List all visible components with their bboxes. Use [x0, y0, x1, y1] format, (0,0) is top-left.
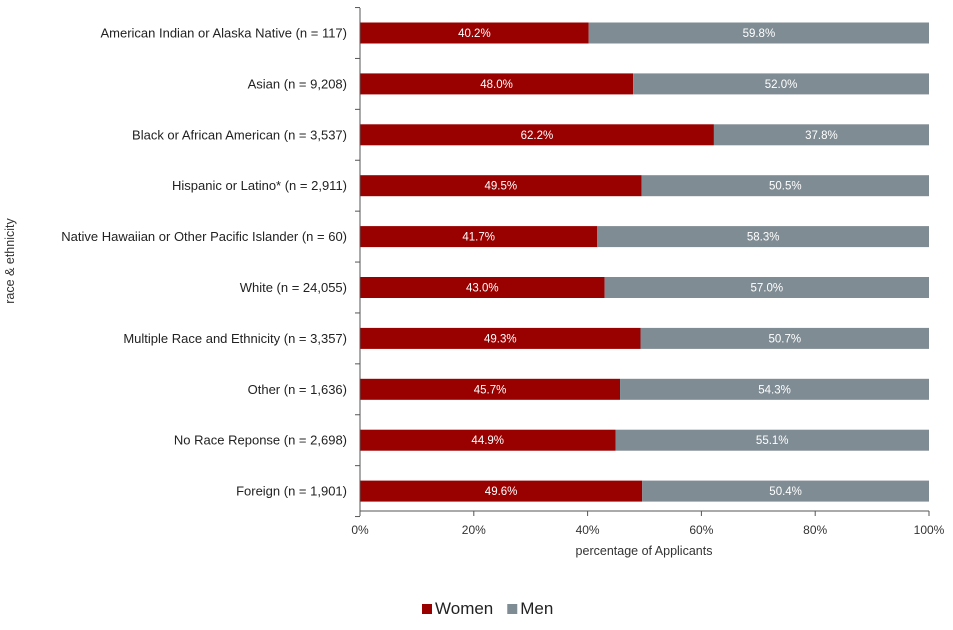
- data-label-men-2: 37.8%: [805, 130, 838, 142]
- bar-men-3: [641, 175, 929, 197]
- data-label-men-6: 50.7%: [768, 333, 801, 345]
- bar-women-4: [360, 226, 598, 248]
- bar-men-9: [642, 480, 929, 502]
- bar-men-7: [620, 378, 929, 400]
- category-label: Foreign (n = 1,901): [236, 484, 347, 499]
- data-label-men-7: 54.3%: [758, 384, 791, 396]
- category-label: White (n = 24,055): [240, 280, 347, 295]
- bar-women-9: [360, 480, 643, 502]
- legend: Women Men: [422, 599, 553, 618]
- category-label: No Race Reponse (n = 2,698): [174, 433, 347, 448]
- legend-swatch-men: [507, 604, 518, 614]
- bar-women-2: [360, 124, 714, 146]
- x-tick-label: 60%: [689, 523, 713, 537]
- data-label-men-5: 57.0%: [751, 283, 784, 295]
- data-label-men-3: 50.5%: [769, 181, 802, 193]
- data-label-women-6: 49.3%: [484, 333, 517, 345]
- legend-label-women: Women: [435, 599, 493, 618]
- data-label-men-1: 52.0%: [765, 79, 798, 91]
- category-label: American Indian or Alaska Native (n = 11…: [100, 26, 347, 41]
- bar-women-1: [360, 73, 634, 95]
- data-label-women-3: 49.5%: [485, 181, 518, 193]
- x-tick-label: 40%: [576, 523, 600, 537]
- bar-women-5: [360, 277, 605, 298]
- bar-men-4: [597, 226, 929, 248]
- bar-women-8: [360, 429, 616, 451]
- legend-label-men: Men: [520, 599, 553, 618]
- x-tick-label: 20%: [462, 523, 486, 537]
- bar-women-0: [360, 22, 589, 44]
- x-tick-label: 100%: [914, 523, 945, 537]
- data-label-men-9: 50.4%: [769, 486, 802, 498]
- category-label: Black or African American (n = 3,537): [132, 127, 347, 142]
- x-tick-label: 80%: [803, 523, 827, 537]
- bars-group: 40.2% 59.8% 48.0% 52.0% 62.2% 37.8% 49.5% 50.5%…: [360, 22, 929, 502]
- bar-men-2: [713, 124, 929, 146]
- data-label-women-0: 40.2%: [458, 28, 491, 40]
- bar-men-0: [588, 22, 929, 44]
- bar-men-8: [615, 429, 929, 451]
- x-tick-label: 0%: [351, 523, 369, 537]
- y-axis-title: race & ethnicity: [3, 218, 17, 304]
- bar-men-5: [604, 277, 929, 298]
- data-label-women-1: 48.0%: [480, 79, 513, 91]
- bar-women-6: [360, 327, 641, 349]
- data-label-men-8: 55.1%: [756, 435, 789, 447]
- category-label: Multiple Race and Ethnicity (n = 3,357): [123, 331, 347, 346]
- category-label: Native Hawaiian or Other Pacific Islande…: [61, 229, 347, 244]
- legend-swatch-women: [422, 604, 432, 614]
- data-label-women-4: 41.7%: [462, 232, 495, 244]
- data-label-women-9: 49.6%: [485, 486, 518, 498]
- category-label: Other (n = 1,636): [248, 382, 347, 397]
- data-label-women-2: 62.2%: [521, 130, 554, 142]
- bar-men-1: [633, 73, 929, 95]
- bar-women-7: [360, 378, 621, 400]
- category-labels: American Indian or Alaska Native (n = 11…: [61, 26, 347, 499]
- data-label-women-5: 43.0%: [466, 283, 499, 295]
- category-label: Asian (n = 9,208): [248, 76, 347, 91]
- category-label: Hispanic or Latino* (n = 2,911): [172, 178, 347, 193]
- data-label-women-8: 44.9%: [471, 435, 504, 447]
- x-ticks: 0% 20% 40% 60% 80% 100%: [351, 7, 945, 537]
- bar-men-6: [640, 327, 929, 349]
- data-label-women-7: 45.7%: [474, 384, 507, 396]
- bar-women-3: [360, 175, 642, 197]
- data-label-men-4: 58.3%: [747, 232, 780, 244]
- data-label-men-0: 59.8%: [743, 28, 776, 40]
- x-axis-title: percentage of Applicants: [576, 544, 713, 558]
